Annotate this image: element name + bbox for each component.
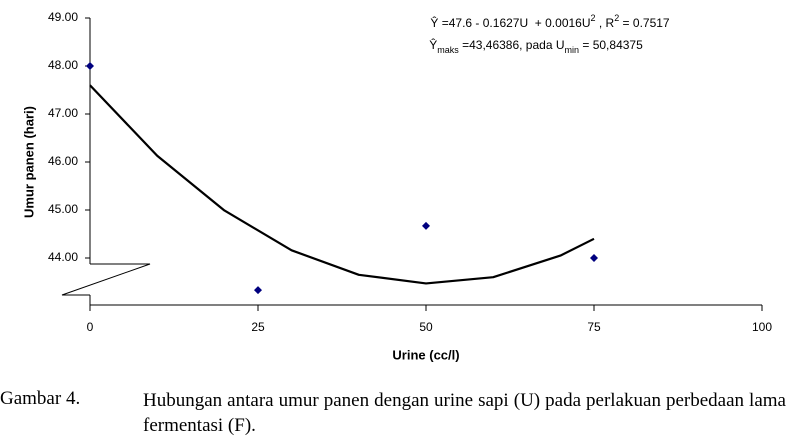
annotation-part: = 50,84375 — [579, 38, 643, 52]
annotation-part: 2 — [591, 13, 596, 23]
y-tick-label: 46.00 — [48, 154, 78, 168]
annotation-part: maks — [437, 45, 459, 55]
data-point — [254, 286, 262, 295]
annotation-part: 2 — [614, 13, 619, 23]
data-point — [86, 62, 94, 70]
annotation-part: Ŷ — [429, 37, 437, 52]
annotation: Ŷ =47.6 - 0.1627U + 0.0016U2 , R2 = 0.75… — [430, 13, 670, 30]
axis-break — [61, 263, 151, 296]
data-point — [422, 221, 430, 230]
y-tick-label: 49.00 — [48, 10, 78, 24]
chart: Umur panen (hari) Urine (cc/l) 44.00 45.0… — [21, 10, 772, 362]
data-point — [590, 254, 598, 262]
y-tick-label: 48.00 — [48, 58, 78, 72]
x-tick-label: 0 — [87, 320, 94, 334]
x-axis-label: Urine (cc/l) — [392, 347, 459, 362]
annotation-part: Ŷ =47.6 - 0.1627U + 0.0016U — [430, 15, 590, 30]
y-tick-label: 45.00 — [48, 202, 78, 216]
caption-text: Hubungan antara umur panen dengan urine … — [143, 390, 786, 436]
annotation-part: min — [565, 45, 580, 55]
caption-label: Gambar 4. — [0, 388, 81, 409]
x-tick-label: 25 — [251, 320, 265, 334]
annotation-part: =43,46386, pada U — [459, 38, 565, 52]
y-tick-label: 44.00 — [48, 250, 78, 264]
annotation-part: = 0.7517 — [619, 16, 670, 30]
y-tick-label: 47.00 — [48, 106, 78, 120]
y-axis-label: Umur panen (hari) — [21, 106, 36, 218]
x-tick-label: 100 — [752, 320, 772, 334]
fit-curve — [89, 84, 595, 285]
x-tick-label: 50 — [419, 320, 433, 334]
annotation: Ŷmaks =43,46386, pada Umin = 50,84375 — [429, 37, 643, 55]
x-tick-label: 75 — [587, 320, 601, 334]
annotation-part: , R — [596, 16, 615, 30]
